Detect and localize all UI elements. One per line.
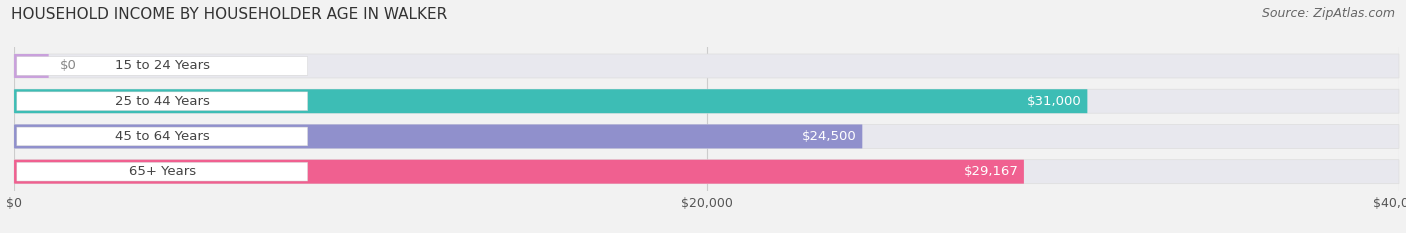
Text: $24,500: $24,500 (801, 130, 856, 143)
FancyBboxPatch shape (17, 127, 308, 146)
FancyBboxPatch shape (14, 54, 49, 78)
Text: 45 to 64 Years: 45 to 64 Years (115, 130, 209, 143)
FancyBboxPatch shape (17, 92, 308, 110)
Text: 65+ Years: 65+ Years (129, 165, 195, 178)
FancyBboxPatch shape (14, 160, 1399, 184)
FancyBboxPatch shape (14, 89, 1399, 113)
FancyBboxPatch shape (14, 160, 1024, 184)
Text: 15 to 24 Years: 15 to 24 Years (115, 59, 209, 72)
Text: Source: ZipAtlas.com: Source: ZipAtlas.com (1261, 7, 1395, 20)
FancyBboxPatch shape (14, 54, 1399, 78)
FancyBboxPatch shape (17, 57, 308, 75)
Text: $0: $0 (60, 59, 77, 72)
Text: HOUSEHOLD INCOME BY HOUSEHOLDER AGE IN WALKER: HOUSEHOLD INCOME BY HOUSEHOLDER AGE IN W… (11, 7, 447, 22)
FancyBboxPatch shape (14, 124, 1399, 148)
FancyBboxPatch shape (14, 89, 1087, 113)
Text: 25 to 44 Years: 25 to 44 Years (115, 95, 209, 108)
FancyBboxPatch shape (14, 124, 862, 148)
Text: $31,000: $31,000 (1026, 95, 1081, 108)
Text: $29,167: $29,167 (963, 165, 1018, 178)
FancyBboxPatch shape (17, 162, 308, 181)
